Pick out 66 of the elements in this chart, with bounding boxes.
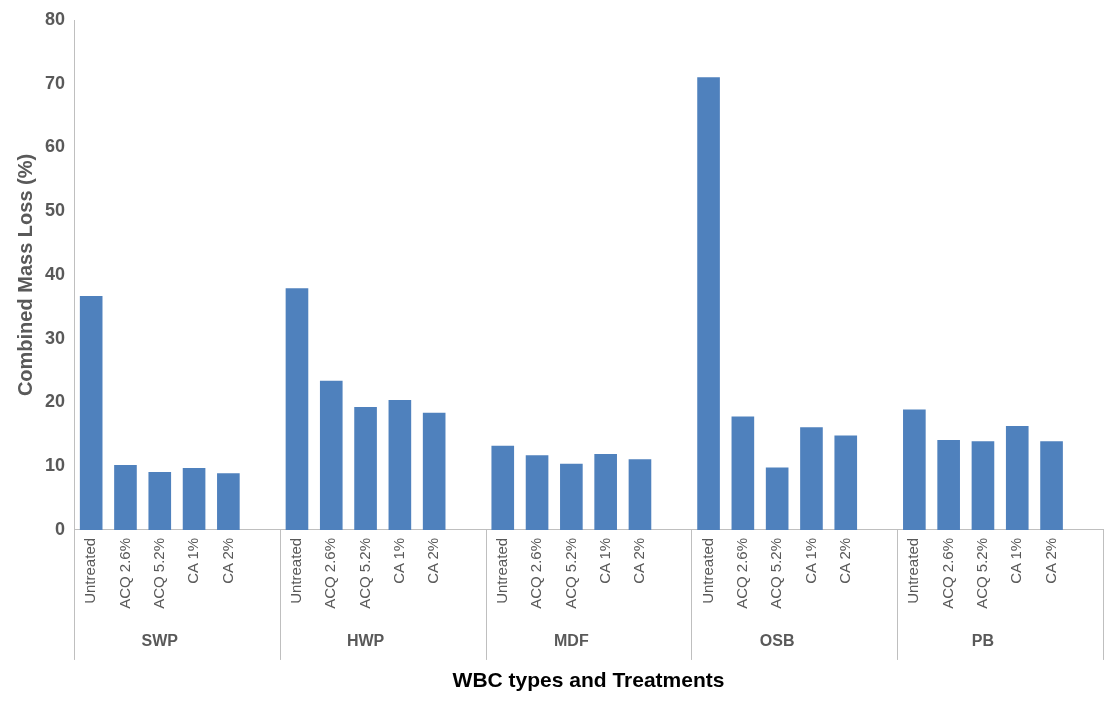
y-tick-label: 40	[44, 263, 66, 284]
y-tick-label: 70	[44, 72, 66, 93]
x-tick-label: Untreated	[698, 537, 716, 604]
x-tick-label: ACQ 5.2%	[149, 537, 167, 609]
x-tick-label: Untreated	[81, 537, 99, 604]
text: SWP	[141, 632, 179, 650]
y-tick-label: 80	[44, 8, 66, 29]
bar	[148, 471, 172, 530]
x-tick-label: CA 2%	[630, 537, 648, 584]
bar	[560, 463, 583, 530]
bar	[525, 455, 549, 530]
y-tick-label: 50	[44, 200, 66, 221]
x-tick-label: CA 2%	[424, 537, 442, 584]
x-tick-label: ACQ 2.6%	[115, 537, 133, 609]
y-tick-label: 0	[55, 518, 66, 539]
x-tick-label: Untreated	[492, 537, 510, 604]
y-axis-title: Combined Mass Loss (%)	[13, 153, 36, 397]
bar	[217, 473, 240, 530]
bar	[800, 427, 823, 530]
x-tick-label: ACQ 2.6%	[321, 537, 339, 609]
x-axis-title: WBC types and Treatments	[452, 668, 725, 692]
x-tick-label: CA 1%	[801, 537, 819, 584]
bar	[1040, 441, 1063, 530]
bar	[422, 412, 446, 530]
y-tick-label: 10	[44, 455, 66, 476]
bar	[594, 454, 617, 530]
y-tick-label: 60	[44, 136, 66, 157]
bar	[731, 416, 755, 530]
x-tick-label: ACQ 5.2%	[355, 537, 373, 609]
x-tick-label: CA 1%	[390, 537, 408, 584]
text: HWP	[346, 632, 385, 650]
bar	[971, 441, 995, 530]
bar	[937, 440, 960, 530]
x-tick-label: ACQ 2.6%	[527, 537, 545, 609]
y-tick-label: 20	[44, 391, 66, 412]
bar	[1005, 426, 1029, 530]
bar	[354, 406, 377, 530]
x-tick-label: ACQ 5.2%	[561, 537, 579, 609]
bar	[903, 409, 926, 530]
x-tick-label: CA 1%	[1007, 537, 1025, 584]
x-tick-label: CA 2%	[835, 537, 853, 584]
bar	[285, 288, 309, 530]
x-tick-label: Untreated	[904, 537, 922, 604]
x-tick-label: Untreated	[287, 537, 305, 604]
bar	[114, 464, 137, 530]
x-tick-label: ACQ 2.6%	[938, 537, 956, 609]
x-tick-label: ACQ 5.2%	[767, 537, 785, 609]
x-tick-label: ACQ 2.6%	[733, 537, 750, 609]
bar	[182, 468, 206, 530]
bar	[834, 435, 858, 530]
x-tick-label: CA 1%	[184, 537, 202, 584]
bar	[697, 77, 720, 530]
bar	[628, 459, 652, 530]
x-tick-label: CA 2%	[1041, 537, 1059, 584]
text: OSB	[759, 632, 795, 650]
x-tick-label: CA 1%	[595, 537, 613, 584]
x-tick-label: CA 2%	[218, 537, 236, 584]
text: MDF	[554, 632, 589, 650]
x-tick-label: ACQ 5.2%	[973, 537, 991, 609]
text: PB	[971, 632, 995, 650]
bar	[765, 467, 789, 530]
bar	[79, 296, 103, 530]
bar	[491, 445, 515, 530]
bar	[388, 399, 412, 530]
y-tick-label: 30	[44, 327, 66, 348]
bar	[319, 380, 343, 530]
